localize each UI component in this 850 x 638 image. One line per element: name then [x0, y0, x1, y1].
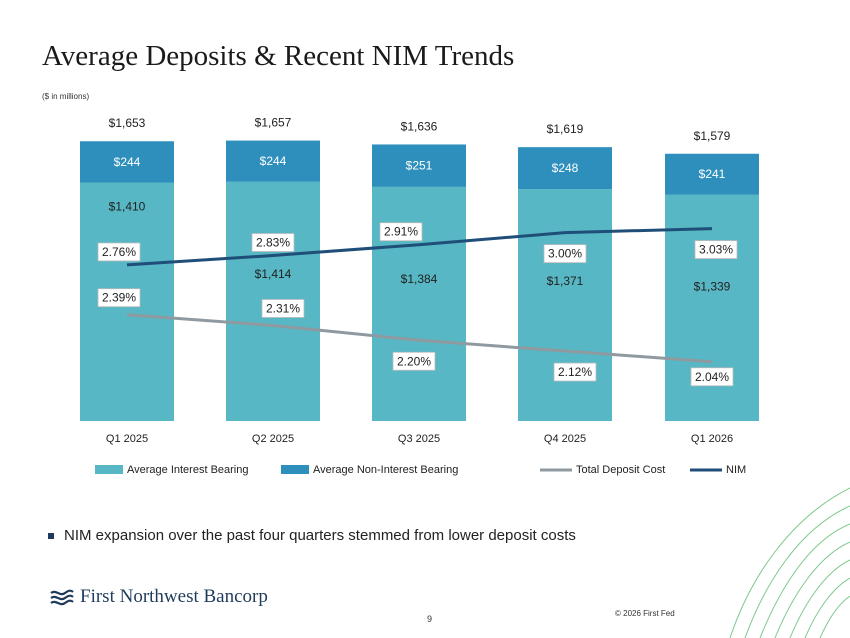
line-data-label: 2.39% — [102, 291, 136, 305]
x-tick-label: Q4 2025 — [544, 433, 586, 445]
bar-total-label: $1,619 — [547, 122, 584, 136]
x-tick-label: Q2 2025 — [252, 433, 294, 445]
legend-swatch-interest-bearing — [95, 465, 123, 474]
bar-total-label: $1,579 — [694, 129, 731, 143]
page-title: Average Deposits & Recent NIM Trends — [42, 40, 515, 72]
line-data-label: 2.76% — [102, 245, 136, 259]
line-data-label: 2.04% — [695, 370, 729, 384]
bar-label-interest: $1,410 — [109, 200, 146, 214]
bar-interest-bearing — [518, 189, 612, 421]
line-data-label: 2.91% — [384, 225, 418, 239]
bar-interest-bearing — [372, 186, 466, 421]
line-data-label: 2.83% — [256, 236, 290, 250]
logo-text: First Northwest Bancorp — [80, 586, 268, 607]
bar-label-interest: $1,371 — [547, 274, 584, 288]
deposits-nim-chart: $244 $1,410 $1,653 Q1 2025 $244 $1,414 $1,657 Q… — [80, 116, 759, 476]
bar-label-non-interest: $241 — [699, 167, 726, 181]
legend-label-non-interest-bearing: Average Non-Interest Bearing — [313, 464, 458, 476]
wave-logo-icon — [50, 589, 74, 606]
line-data-label-box — [261, 299, 305, 318]
bar-total-label: $1,657 — [255, 116, 292, 130]
line-data-label: 3.00% — [548, 247, 582, 261]
bullet-text: NIM expansion over the past four quarter… — [64, 527, 576, 544]
copyright-text: © 2026 First Fed — [615, 609, 675, 618]
line-data-label-box — [97, 288, 141, 308]
x-tick-label: Q3 2025 — [398, 433, 440, 445]
bar-non-interest-bearing — [665, 153, 759, 195]
legend-label-nim: NIM — [726, 464, 746, 476]
line-total-deposit-cost — [126, 313, 713, 364]
line-data-label-box — [690, 367, 734, 387]
line-data-label: 2.31% — [266, 301, 300, 315]
legend-swatch-non-interest-bearing — [281, 465, 309, 474]
legend-label-total-deposit-cost: Total Deposit Cost — [576, 464, 665, 476]
line-data-label-box — [392, 351, 436, 371]
line-data-label-box — [251, 233, 295, 252]
bar-label-interest: $1,339 — [694, 280, 731, 294]
line-data-label: 2.12% — [558, 365, 592, 379]
bar-label-interest: $1,384 — [401, 272, 438, 286]
bar-label-non-interest: $244 — [260, 154, 287, 168]
x-tick-label: Q1 2026 — [691, 433, 733, 445]
bullet-marker-icon — [48, 532, 54, 539]
line-data-label-box — [97, 242, 141, 262]
bullet-point: NIM expansion over the past four quarter… — [48, 527, 576, 544]
bar-label-non-interest: $244 — [114, 155, 141, 169]
line-nim — [126, 227, 713, 267]
line-data-label-box — [553, 362, 597, 382]
bar-label-interest: $1,414 — [255, 267, 292, 281]
bar-total-label: $1,653 — [109, 116, 146, 130]
bar-label-non-interest: $248 — [552, 161, 579, 175]
bar-non-interest-bearing — [80, 141, 174, 183]
page-subtitle: ($ in millions) — [42, 92, 90, 101]
bar-non-interest-bearing — [226, 140, 320, 182]
company-logo: First Northwest Bancorp — [50, 586, 268, 608]
line-data-label-box — [379, 222, 423, 242]
line-data-label-box — [694, 240, 738, 260]
bar-non-interest-bearing — [372, 144, 466, 187]
decorative-lines-icon — [729, 487, 850, 638]
line-data-label: 2.20% — [397, 354, 431, 368]
line-data-label-box — [543, 244, 587, 264]
legend-label-interest-bearing: Average Interest Bearing — [127, 464, 248, 476]
bar-label-non-interest: $251 — [406, 159, 433, 173]
x-tick-label: Q1 2025 — [106, 433, 148, 445]
bar-non-interest-bearing — [518, 147, 612, 190]
page-number: 9 — [427, 614, 433, 624]
line-data-label: 3.03% — [699, 243, 733, 257]
bar-total-label: $1,636 — [401, 119, 438, 133]
